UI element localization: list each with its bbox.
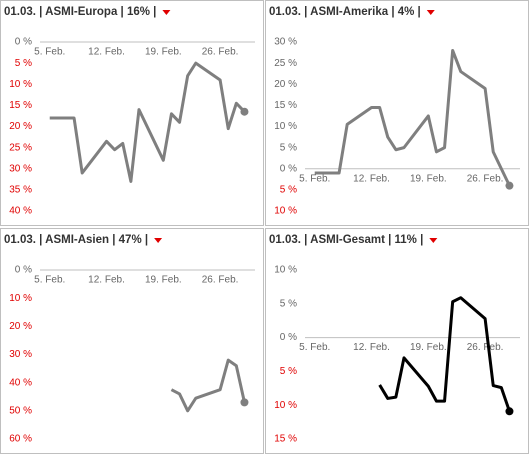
y-tick-label: 0 % [280, 332, 297, 343]
y-tick-label: 60 % [9, 434, 32, 445]
series-line [378, 296, 511, 412]
x-tick-label: 26. Feb. [467, 173, 504, 184]
trend-triangle [162, 10, 171, 15]
x-tick-label: 12. Feb. [88, 47, 125, 58]
y-tick-label: 50 % [9, 405, 32, 416]
y-tick-label: 5 % [280, 366, 297, 377]
x-tick-label: 26. Feb. [202, 47, 239, 58]
x-tick-label: 5. Feb. [34, 275, 65, 286]
panel-border [0, 228, 264, 454]
panel-border [0, 0, 264, 226]
last-point [505, 181, 514, 190]
y-tick-label: 10 % [274, 121, 297, 132]
y-tick-label: 0 % [15, 265, 32, 276]
x-tick-label: 12. Feb. [88, 275, 125, 286]
trend-triangle [154, 238, 163, 243]
y-tick-label: 20 % [9, 321, 32, 332]
y-tick-label: 0 % [15, 37, 32, 48]
y-tick-label: 40 % [9, 377, 32, 388]
chart-title: 01.03. | ASMI-Europa | 16% | [4, 6, 156, 18]
chart-panel: 01.03. | ASMI-Asien | 47% | 0 % 10 % 20 % 30… [0, 228, 264, 454]
last-point [240, 398, 249, 407]
series-line [314, 48, 511, 187]
trend-triangle [429, 238, 438, 243]
x-tick-label: 26. Feb. [467, 342, 504, 353]
x-tick-label: 19. Feb. [410, 173, 447, 184]
y-tick-label: 30 % [9, 163, 32, 174]
trend-triangle [426, 10, 435, 15]
y-tick-label: 20 % [274, 79, 297, 90]
y-tick-label: 10 % [9, 79, 32, 90]
x-tick-label: 5. Feb. [299, 173, 330, 184]
y-tick-label: 15 % [274, 434, 297, 445]
y-tick-label: 35 % [9, 185, 32, 196]
y-tick-label: 25 % [274, 58, 297, 69]
last-point [240, 107, 249, 116]
x-tick-label: 19. Feb. [145, 275, 182, 286]
y-tick-label: 5 % [280, 142, 297, 153]
x-tick-label: 5. Feb. [299, 342, 330, 353]
series-line [49, 61, 246, 183]
y-tick-label: 15 % [274, 100, 297, 111]
y-tick-label: 30 % [274, 37, 297, 48]
chart-title: 01.03. | ASMI-Amerika | 4% | [269, 6, 421, 18]
y-tick-label: 0 % [280, 163, 297, 174]
y-tick-label: 30 % [9, 349, 32, 360]
y-tick-label: 20 % [9, 121, 32, 132]
y-tick-label: 15 % [9, 100, 32, 111]
y-tick-label: 10 % [274, 206, 297, 217]
y-tick-label: 10 % [274, 400, 297, 411]
chart-title: 01.03. | ASMI-Gesamt | 11% | [269, 234, 423, 246]
series-line [170, 358, 246, 413]
x-tick-label: 19. Feb. [145, 47, 182, 58]
x-tick-label: 19. Feb. [410, 342, 447, 353]
chart-title: 01.03. | ASMI-Asien | 47% | [4, 234, 148, 246]
chart-panel: 01.03. | ASMI-Europa | 16% | 0 % 5 % 10 % 15… [0, 0, 264, 226]
chart-panel: 01.03. | ASMI-Amerika | 4% | 30 % 25 % 20 %… [265, 0, 529, 226]
y-tick-label: 5 % [280, 185, 297, 196]
y-tick-label: 5 % [15, 58, 32, 69]
x-tick-label: 12. Feb. [353, 342, 390, 353]
x-tick-label: 5. Feb. [34, 47, 65, 58]
chart-panel: 01.03. | ASMI-Gesamt | 11% | 10 % 5 % 0 % 5 … [265, 228, 529, 454]
y-tick-label: 10 % [274, 265, 297, 276]
y-tick-label: 25 % [9, 142, 32, 153]
y-tick-label: 40 % [9, 206, 32, 217]
y-tick-label: 5 % [280, 298, 297, 309]
y-tick-label: 10 % [9, 293, 32, 304]
last-point [505, 407, 514, 416]
x-tick-label: 12. Feb. [353, 173, 390, 184]
x-tick-label: 26. Feb. [202, 275, 239, 286]
